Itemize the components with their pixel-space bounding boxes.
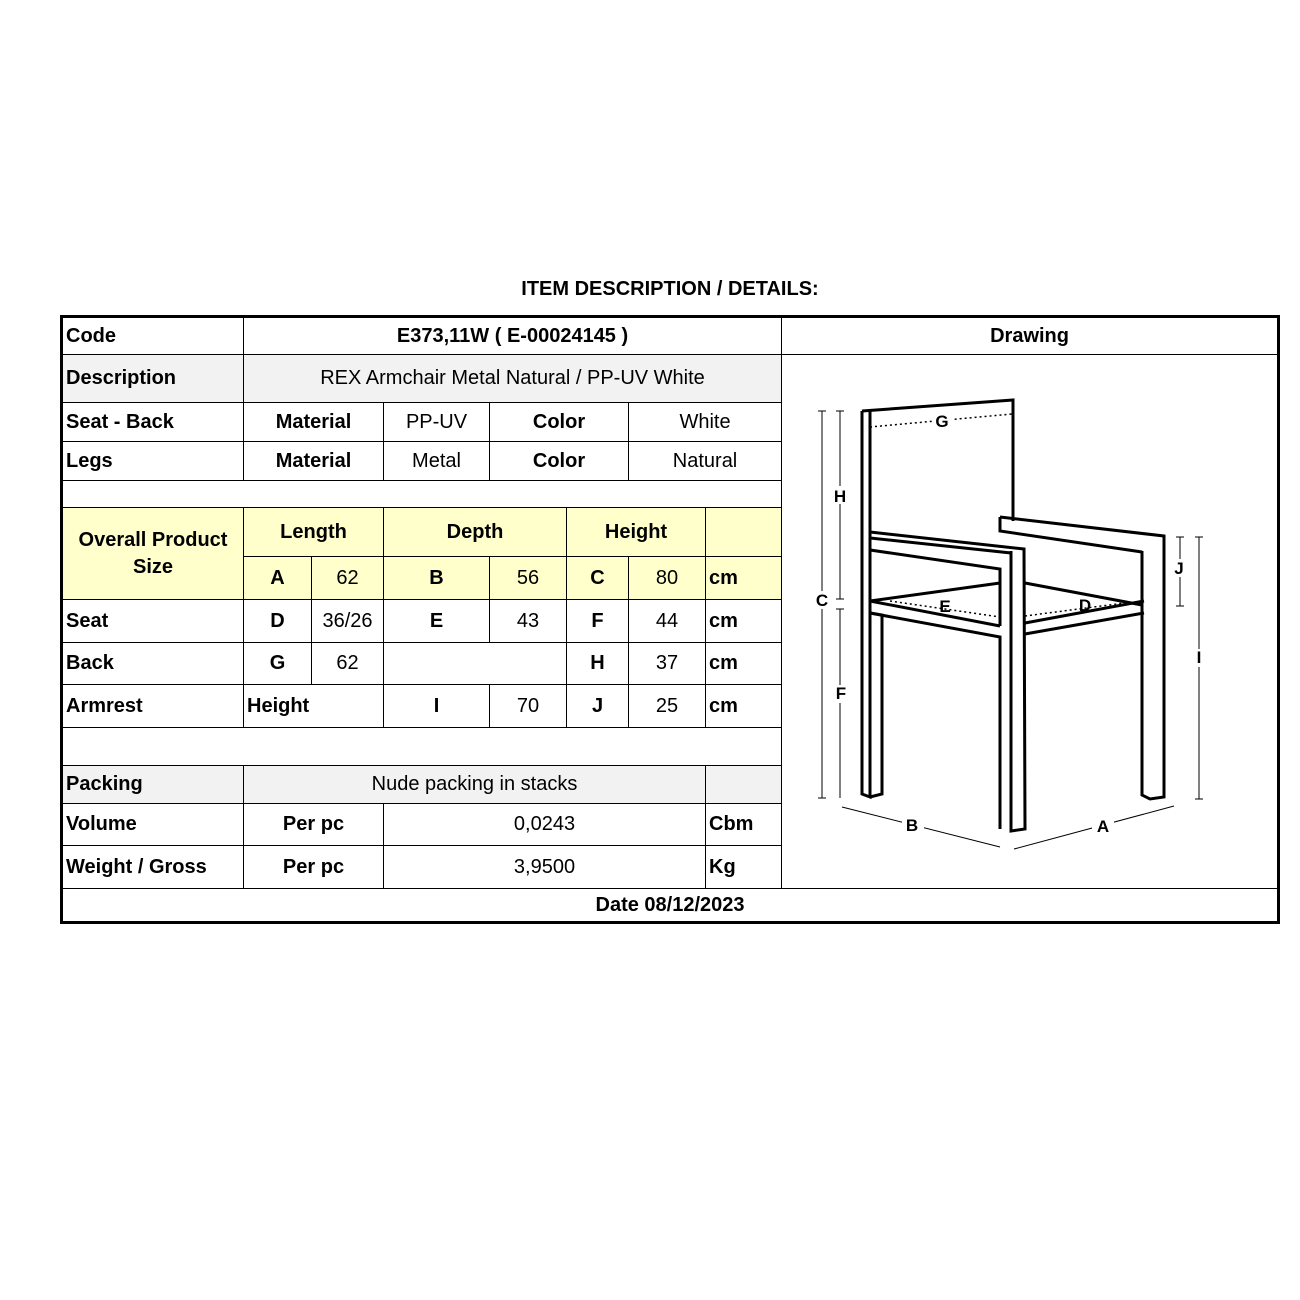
row-overall-values: A 62 B 56 C 80 cm: [62, 556, 1279, 600]
code-label: Code: [61, 316, 244, 355]
label-a: A: [1097, 817, 1109, 836]
dim-value: 25: [628, 684, 706, 728]
row-legs: Legs Material Metal Color Natural: [61, 441, 1279, 481]
row-seat: Seat D 36/26 E 43 F 44 cm: [61, 599, 1279, 643]
dim-letter: E: [383, 599, 490, 643]
description-label: Description: [61, 354, 244, 403]
description-value: REX Armchair Metal Natural / PP-UV White: [242, 354, 783, 403]
spacer-cell: [60, 727, 783, 766]
armrest-height-label: Height: [243, 684, 384, 728]
dim-value: 37: [628, 642, 706, 685]
dim-value: 56: [489, 556, 567, 600]
spacer-cell: [60, 480, 783, 508]
dimension-lines: [818, 410, 1204, 850]
date: Date 08/12/2023: [60, 888, 1280, 923]
label-b: B: [906, 816, 918, 835]
label-f: F: [836, 684, 846, 703]
unit: cm: [704, 642, 783, 685]
row-overall-header: Overall Product Size Length Depth Height: [61, 507, 1279, 600]
label-h: H: [834, 487, 846, 506]
chair-outline: [860, 398, 1166, 833]
spec-table: Code E373,11W ( E-00024145 ) Drawing Des…: [60, 315, 1281, 924]
seat-back-label: Seat - Back: [61, 402, 244, 442]
dim-value: 62: [311, 556, 384, 600]
label-c: C: [816, 591, 828, 610]
dim-letter: G: [243, 642, 312, 685]
overall-label: Overall Product Size: [61, 507, 244, 600]
drawing-header: Drawing: [781, 316, 1280, 355]
row-date: Date 08/12/2023: [60, 888, 1280, 923]
dim-letter: J: [566, 684, 629, 728]
weight-label: Weight / Gross: [61, 845, 244, 889]
row-spacer: [60, 727, 1279, 766]
row-armrest: Armrest Height I 70 J 25 cm: [61, 684, 1279, 728]
unit: Kg: [704, 845, 783, 889]
row-volume: Volume Per pc 0,0243 Cbm: [61, 803, 1279, 846]
packing-value: Nude packing in stacks: [243, 765, 706, 804]
empty-cell: [704, 765, 783, 804]
depth-label: Depth: [383, 507, 567, 557]
seat-back-material: PP-UV: [383, 402, 490, 442]
unit: cm: [704, 684, 783, 728]
dim-value: 43: [489, 599, 567, 643]
page-title: ITEM DESCRIPTION / DETAILS:: [521, 278, 819, 300]
label-j: J: [1174, 559, 1183, 578]
weight-value: 3,9500: [383, 845, 706, 889]
color-label: Color: [489, 441, 629, 481]
material-label: Material: [243, 402, 384, 442]
dim-letter: C: [566, 556, 629, 600]
dim-letter: F: [566, 599, 629, 643]
unit: Cbm: [704, 803, 783, 846]
drawing-cell: G H C F E D J I B A: [781, 354, 1280, 889]
dim-letter: B: [383, 556, 490, 600]
seat-label: Seat: [61, 599, 244, 643]
volume-label: Volume: [61, 803, 244, 846]
row-seat-back: Seat - Back Material PP-UV Color White: [61, 402, 1279, 442]
per-pc: Per pc: [243, 845, 384, 889]
dim-value: 62: [311, 642, 384, 685]
legs-material: Metal: [383, 441, 490, 481]
dim-value: 80: [628, 556, 706, 600]
back-label: Back: [61, 642, 244, 685]
row-packing: Packing Nude packing in stacks: [61, 765, 1279, 804]
label-i: I: [1197, 648, 1202, 667]
packing-label: Packing: [61, 765, 244, 804]
dim-letter: D: [243, 599, 312, 643]
row-weight: Weight / Gross Per pc 3,9500 Kg: [61, 845, 1279, 889]
per-pc: Per pc: [243, 803, 384, 846]
label-g: G: [935, 412, 948, 431]
row-description: Description REX Armchair Metal Natural /…: [61, 354, 1280, 889]
seat-back-color: White: [627, 402, 783, 442]
length-label: Length: [243, 507, 384, 557]
armrest-label: Armrest: [61, 684, 244, 728]
row-code: Code E373,11W ( E-00024145 ) Drawing: [61, 316, 1280, 355]
empty-cell: [704, 507, 783, 557]
legs-label: Legs: [61, 441, 244, 481]
dim-letter: H: [566, 642, 629, 685]
dim-letter: I: [383, 684, 490, 728]
dim-letter: A: [243, 556, 312, 600]
dim-value: 70: [489, 684, 567, 728]
dim-value: 44: [628, 599, 706, 643]
material-label: Material: [243, 441, 384, 481]
legs-color: Natural: [627, 441, 783, 481]
color-label: Color: [489, 402, 629, 442]
unit: cm: [704, 599, 783, 643]
chair-drawing: G H C F E D J I B A: [812, 398, 1211, 850]
empty-cell: [383, 642, 567, 685]
volume-value: 0,0243: [383, 803, 706, 846]
unit: cm: [704, 556, 783, 600]
label-d: D: [1079, 596, 1091, 615]
height-label: Height: [566, 507, 706, 557]
label-e: E: [939, 597, 950, 616]
dim-value: 36/26: [311, 599, 384, 643]
code-value: E373,11W ( E-00024145 ): [242, 316, 783, 355]
